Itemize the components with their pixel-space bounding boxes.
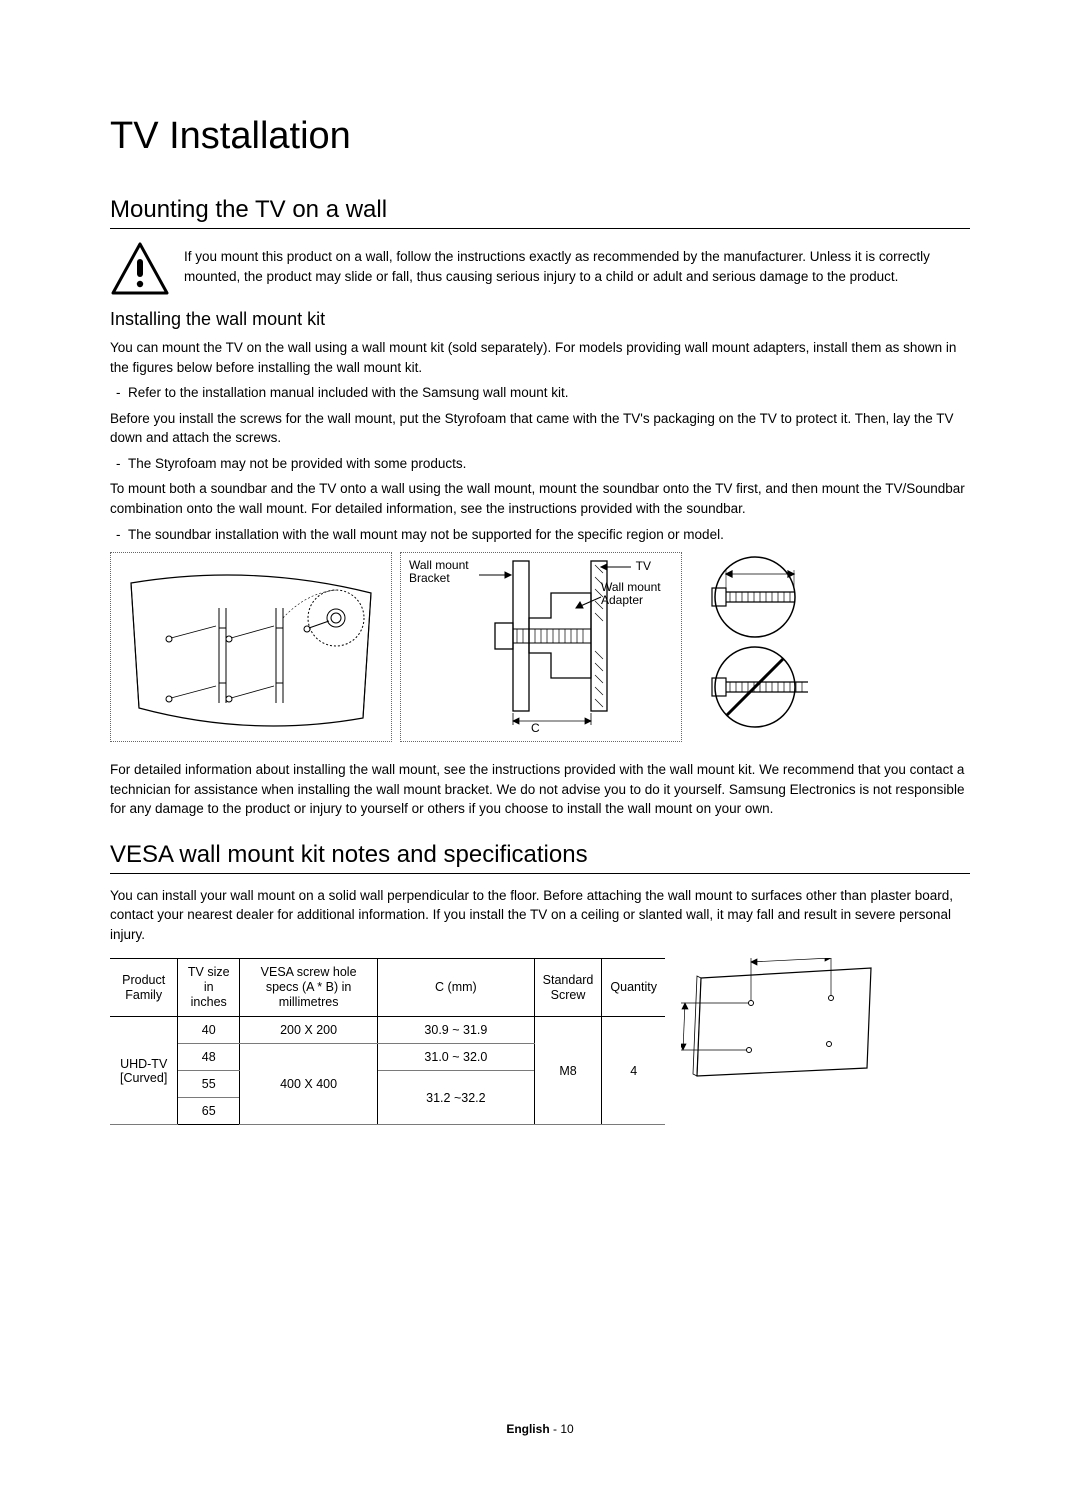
td-screw: M8 [534,1017,602,1125]
th-screw: Standard Screw [534,959,602,1017]
table-row: UHD-TV [Curved] 40 200 X 200 30.9 ~ 31.9… [110,1017,665,1044]
th-size: TV size in inches [178,959,240,1017]
note-manual: Refer to the installation manual include… [110,383,970,403]
footer-lang: English [506,1422,549,1436]
para-disclaimer: For detailed information about installin… [110,760,970,819]
vesa-spec-table: Product Family TV size in inches VESA sc… [110,958,665,1125]
warning-icon [110,241,170,297]
td-c: 31.0 ~ 32.0 [378,1044,535,1071]
label-adapter: Wall mount Adapter [601,581,673,607]
td-family: UHD-TV [Curved] [110,1017,178,1125]
td-size: 55 [178,1071,240,1098]
section-heading-mount: Mounting the TV on a wall [110,196,970,229]
td-c: 31.2 ~32.2 [378,1071,535,1125]
para-styrofoam: Before you install the screws for the wa… [110,409,970,448]
diagram-row: Wall mount Bracket TV Wall mount Adapter… [110,552,970,742]
td-size: 48 [178,1044,240,1071]
label-c: C [531,721,540,735]
label-tv: TV [636,559,651,573]
diagram-screw-length [690,552,820,742]
label-bracket: Wall mount Bracket [409,559,479,585]
diagram-vesa-pattern: A B [681,958,970,1093]
th-c: C (mm) [378,959,535,1017]
th-family: Product Family [110,959,178,1017]
section-heading-vesa: VESA wall mount kit notes and specificat… [110,841,970,874]
th-qty: Quantity [602,959,665,1017]
para-soundbar: To mount both a soundbar and the TV onto… [110,479,970,518]
th-vesa: VESA screw hole specs (A * B) in millime… [240,959,378,1017]
note-styrofoam: The Styrofoam may not be provided with s… [110,454,970,474]
diagram-tv-brackets [110,552,392,742]
td-c: 30.9 ~ 31.9 [378,1017,535,1044]
td-vesa: 400 X 400 [240,1044,378,1125]
para-install-1: You can mount the TV on the wall using a… [110,338,970,377]
diagram-bolt-section: Wall mount Bracket TV Wall mount Adapter… [400,552,682,742]
td-qty: 4 [602,1017,665,1125]
para-vesa-1: You can install your wall mount on a sol… [110,886,970,945]
footer-sep: - [550,1422,561,1436]
warning-text: If you mount this product on a wall, fol… [184,247,970,286]
subheading-install-kit: Installing the wall mount kit [110,309,970,330]
td-vesa: 200 X 200 [240,1017,378,1044]
footer-page: 10 [560,1422,573,1436]
page-title: TV Installation [110,115,970,158]
note-soundbar: The soundbar installation with the wall … [110,525,970,545]
label-a: A [788,958,796,959]
page-footer: English - 10 [0,1422,1080,1436]
td-size: 40 [178,1017,240,1044]
td-size: 65 [178,1098,240,1125]
